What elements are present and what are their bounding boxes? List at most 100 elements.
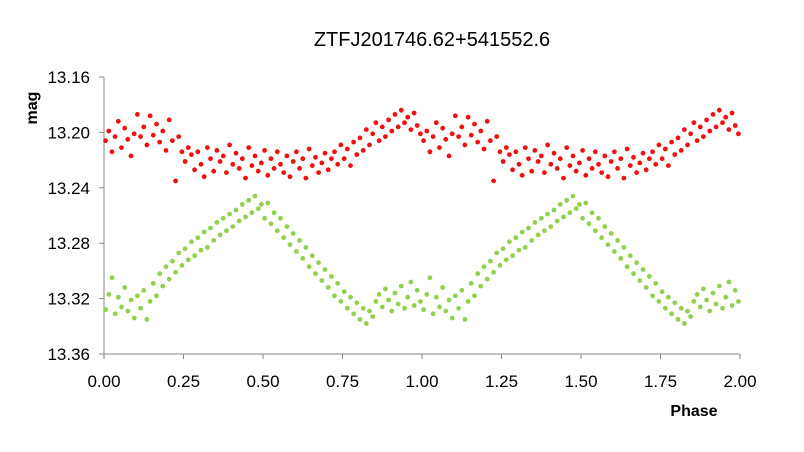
data-point [694, 138, 700, 144]
data-point [716, 283, 722, 289]
data-point [230, 224, 236, 230]
data-point [672, 300, 678, 306]
data-point [214, 148, 220, 153]
data-point [634, 260, 639, 265]
data-point [112, 134, 118, 140]
data-point [522, 145, 528, 151]
data-point [548, 224, 554, 230]
data-point [589, 166, 595, 171]
data-point [503, 145, 509, 151]
data-point [294, 149, 299, 155]
y-tick-label: 13.36 [47, 345, 90, 364]
data-point [631, 154, 636, 160]
data-point [710, 290, 716, 296]
data-point [669, 311, 674, 317]
data-point [303, 245, 309, 250]
series-layer [103, 107, 741, 326]
data-point [125, 308, 131, 314]
data-point [519, 229, 525, 235]
data-point [351, 311, 356, 317]
data-point [233, 150, 239, 156]
data-point [373, 120, 379, 126]
data-point [465, 114, 471, 120]
data-point [182, 159, 188, 164]
data-point [300, 256, 306, 261]
data-point [259, 202, 264, 207]
data-point [189, 152, 194, 158]
data-point [246, 145, 252, 151]
data-point [634, 170, 639, 176]
data-point [392, 290, 398, 296]
data-point [618, 256, 624, 261]
data-point [335, 161, 341, 167]
data-point [650, 293, 655, 299]
data-point [713, 124, 719, 130]
data-point [602, 224, 608, 230]
data-point [526, 225, 531, 231]
data-point [344, 305, 350, 311]
data-point [176, 134, 182, 140]
data-point [685, 142, 690, 148]
data-point [516, 247, 522, 253]
data-point [567, 210, 573, 216]
data-point [147, 299, 153, 304]
data-point [513, 149, 519, 155]
data-point [631, 271, 636, 277]
data-point [109, 275, 115, 281]
data-point [437, 304, 442, 310]
data-point [294, 249, 299, 254]
data-point [198, 161, 204, 167]
data-point [414, 123, 420, 128]
data-point [297, 166, 302, 171]
data-point [157, 139, 163, 145]
data-point [421, 307, 426, 313]
data-point [583, 172, 589, 178]
data-point [662, 146, 668, 152]
data-point [443, 308, 449, 314]
data-point [274, 149, 280, 155]
data-point [682, 321, 687, 326]
data-point [713, 301, 719, 307]
data-point [220, 215, 226, 221]
data-point [621, 245, 627, 250]
data-point [459, 287, 465, 293]
data-point [608, 231, 614, 236]
data-point [408, 127, 414, 132]
data-point [659, 289, 665, 295]
data-point [685, 308, 690, 314]
data-point [125, 136, 131, 142]
data-point [128, 297, 134, 303]
data-point [201, 174, 207, 180]
data-point [446, 153, 452, 159]
data-point [195, 149, 201, 155]
data-point [529, 168, 535, 174]
data-point [430, 311, 436, 317]
data-point [274, 228, 280, 234]
data-point [227, 142, 233, 148]
data-point [723, 294, 729, 300]
data-point [306, 146, 312, 152]
data-point [596, 161, 601, 167]
data-point [643, 285, 649, 290]
data-point [332, 149, 337, 155]
data-point [243, 175, 248, 181]
x-ticks: 0.00 0.25 0.50 0.75 1.00 1.25 1.50 1.75 2.00 [87, 354, 757, 391]
data-point [278, 161, 283, 167]
data-point [115, 118, 121, 124]
data-point [453, 113, 458, 119]
data-point [313, 271, 318, 277]
y-tick-label: 13.16 [47, 68, 90, 87]
data-point [255, 206, 261, 212]
data-point [675, 317, 681, 322]
data-point [446, 297, 452, 303]
data-point [239, 156, 245, 162]
data-point [612, 149, 617, 155]
data-point [363, 321, 369, 326]
data-point [354, 300, 360, 306]
data-point [586, 221, 592, 227]
data-point [688, 314, 694, 319]
data-point [580, 148, 585, 153]
data-point [398, 107, 404, 113]
data-point [135, 112, 140, 117]
data-point [656, 299, 662, 304]
